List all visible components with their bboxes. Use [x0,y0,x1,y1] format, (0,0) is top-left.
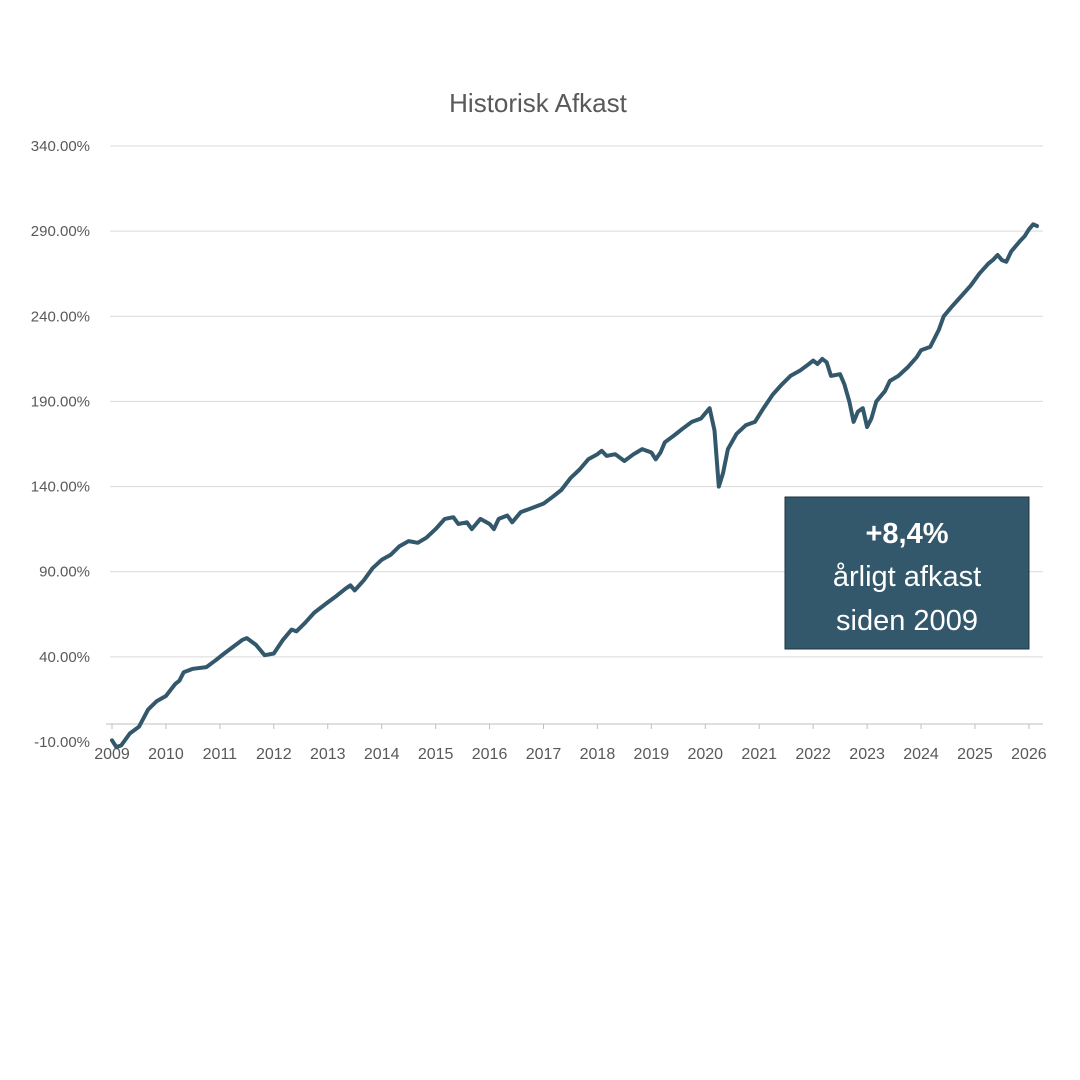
y-tick-label: 190.00% [31,393,90,410]
x-tick-label: 2013 [310,746,346,763]
x-tick-label: 2024 [903,746,939,763]
y-axis-labels: 340.00% 290.00% 240.00% 190.00% 140.00% 90.00… [31,138,90,751]
x-tick-label: 2023 [849,746,885,763]
x-tick-label: 2014 [364,746,400,763]
callout-line-2: årligt afkast [833,561,981,593]
x-tick-label: 2015 [418,746,454,763]
y-tick-label: 140.00% [31,479,90,496]
y-tick-label: 340.00% [31,138,90,155]
chart-title: Historisk Afkast [449,88,627,118]
x-tick-label: 2019 [634,746,670,763]
return-callout: +8,4% årligt afkast siden 2009 [784,496,1030,650]
x-tick-label: 2020 [687,746,723,763]
y-tick-label: 290.00% [31,223,90,240]
y-tick-label: 90.00% [39,564,90,581]
x-tick-label: 2018 [580,746,616,763]
x-tick-label: 2017 [526,746,562,763]
y-tick-label: 40.00% [39,649,90,666]
x-tick-label: 2009 [94,746,130,763]
callout-box [784,496,1030,650]
callout-percentage: +8,4% [865,518,948,550]
x-tick-label: 2012 [256,746,292,763]
y-tick-label: 240.00% [31,308,90,325]
series-line [110,222,1039,750]
callout-line-3: siden 2009 [836,605,978,637]
x-tick-label: 2025 [957,746,993,763]
x-tick-label: 2016 [472,746,508,763]
x-tick-label: 2021 [741,746,777,763]
x-tick-label: 2010 [148,746,184,763]
x-tick-label: 2022 [795,746,831,763]
y-tick-label: -10.00% [34,734,90,751]
x-axis-labels: 2009 2010 2011 2012 2013 2014 2015 2016 2017 2018… [94,746,1047,763]
x-tick-label: 2026 [1011,746,1047,763]
x-tick-label: 2011 [203,746,238,763]
series-group [110,222,1039,750]
